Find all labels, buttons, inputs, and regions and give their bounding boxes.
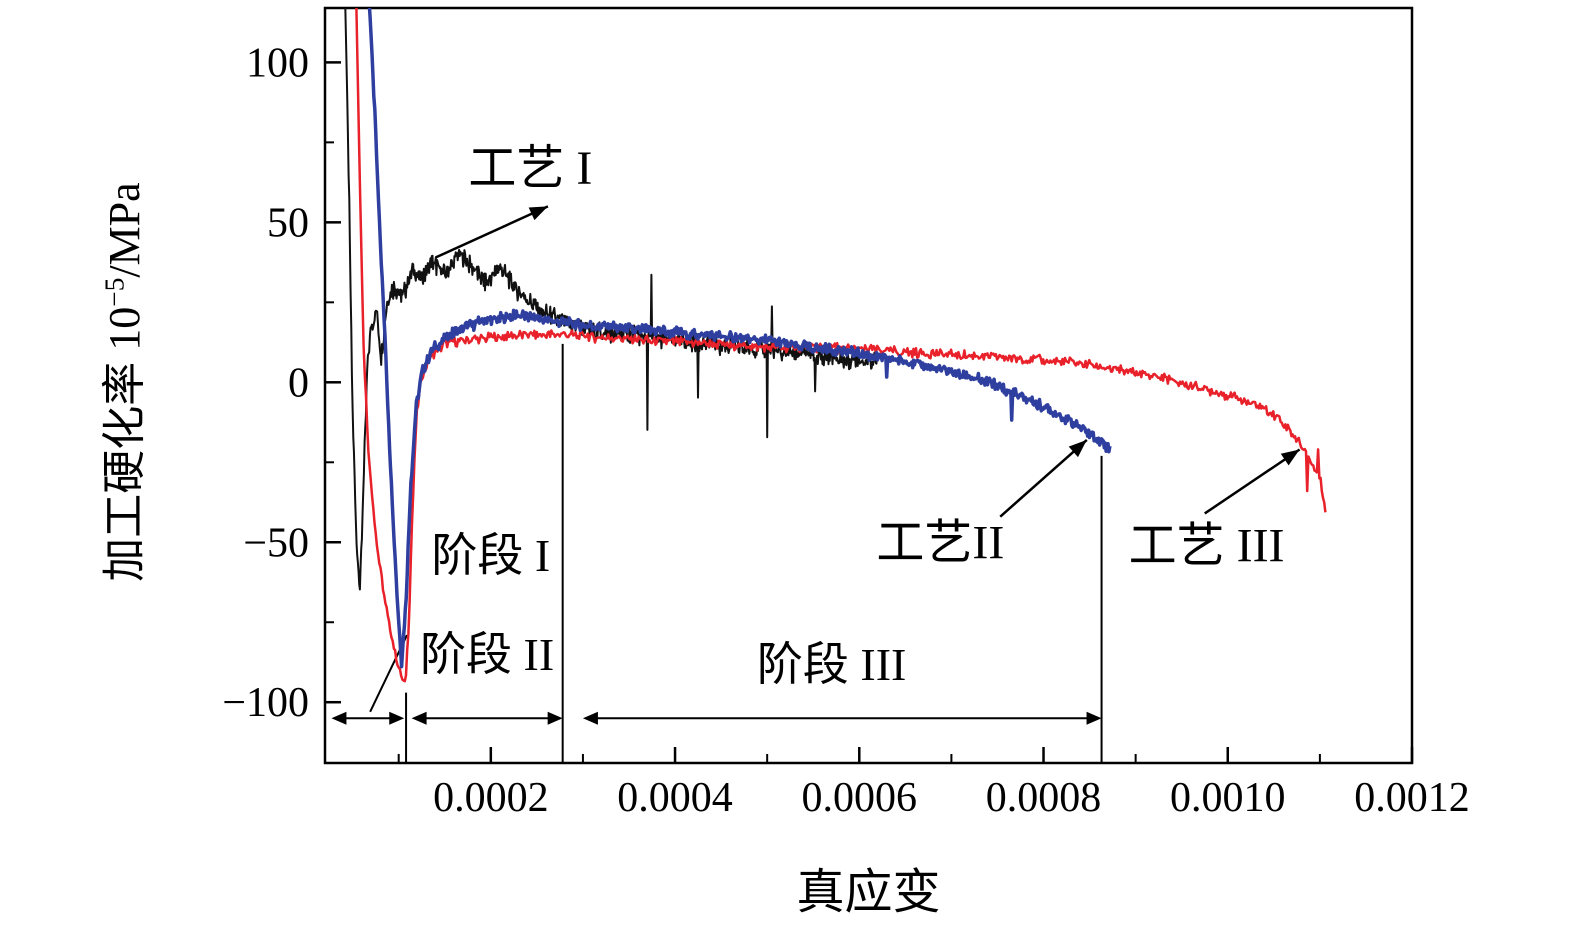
- stage-label: 阶段 II: [420, 629, 554, 680]
- annotation-arrow-1: [435, 205, 549, 259]
- stage-arrow-head-right: [389, 711, 405, 725]
- x-tick-label: 0.0010: [1170, 775, 1286, 821]
- stage-arrow-head-left: [331, 711, 347, 725]
- x-axis-title: 真应变: [796, 866, 941, 919]
- annotation-arrow-2: [999, 438, 1088, 518]
- stage-arrow-head-right: [547, 711, 563, 725]
- y-axis-title: 加工硬化率 10−5/MPa: [88, 77, 152, 687]
- y-axis-title-superscript: −5: [99, 277, 130, 307]
- stage-label: 阶段 I: [431, 530, 550, 581]
- x-tick-label: 0.0006: [802, 775, 918, 821]
- annotation-arrow-3: [1204, 448, 1301, 515]
- series-process-1-line: [344, 8, 879, 591]
- x-tick-label: 0.0012: [1354, 775, 1470, 821]
- annotation-label-1: 工艺 I: [468, 142, 592, 195]
- y-tick-label: 100: [246, 40, 309, 86]
- annotation-arrow-head-2: [1068, 439, 1087, 458]
- y-axis-title-unit: /MPa: [100, 182, 149, 278]
- y-tick-label: −50: [243, 520, 309, 566]
- series-process-3-line: [355, 8, 1327, 683]
- annotation-label-3: 工艺 III: [1129, 519, 1285, 572]
- stage-arrow-head-left: [582, 711, 598, 725]
- series-process-2-line: [367, 8, 1112, 669]
- plot-frame: [323, 6, 1414, 765]
- annotation-arrow-head-1: [528, 206, 548, 221]
- x-tick-label: 0.0002: [433, 775, 549, 821]
- y-tick-label: 0: [288, 360, 309, 406]
- stage-arrow-head-right: [1086, 711, 1102, 725]
- y-tick-label: −100: [222, 680, 309, 726]
- x-tick-label: 0.0004: [617, 775, 733, 821]
- y-axis-title-text: 加工硬化率 10: [100, 306, 149, 582]
- annotation-label-2: 工艺II: [876, 516, 1004, 569]
- stage-label: 阶段 III: [757, 639, 906, 690]
- stage-arrow-head-left: [411, 711, 427, 725]
- annotation-arrow-head-3: [1280, 449, 1300, 466]
- x-tick-label: 0.0008: [986, 775, 1102, 821]
- y-tick-label: 50: [267, 200, 309, 246]
